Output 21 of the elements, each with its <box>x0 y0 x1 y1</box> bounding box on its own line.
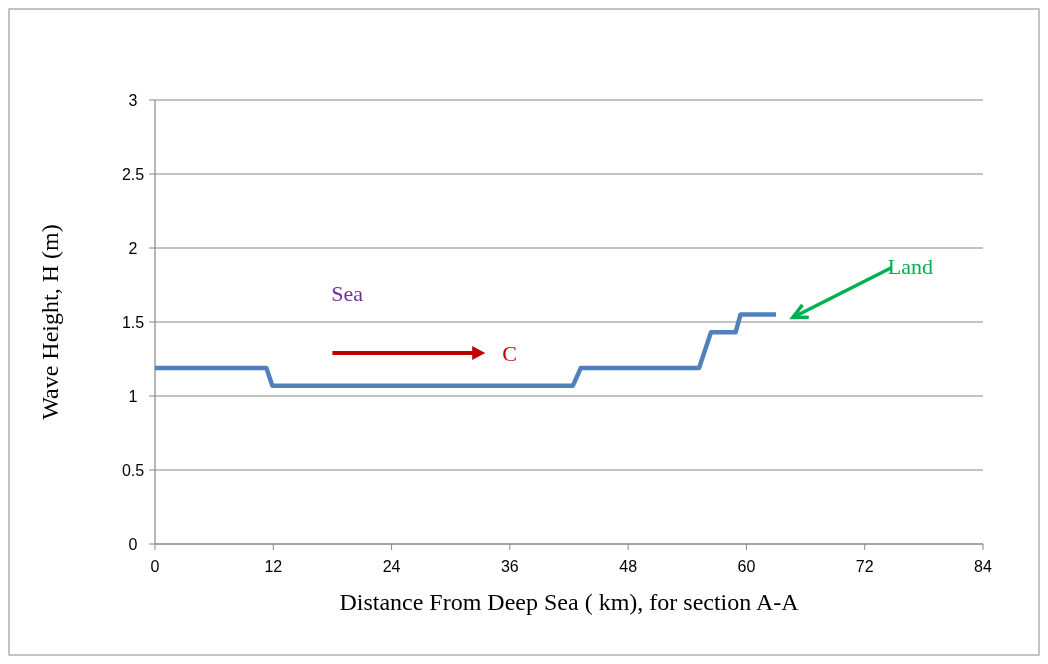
line-series <box>152 312 779 388</box>
x-tick-label: 60 <box>737 558 756 575</box>
annotation: C <box>502 341 517 367</box>
annotation: Land <box>887 253 933 279</box>
x-tick-label: 36 <box>500 558 519 575</box>
y-tick-label: 2.5 <box>121 166 145 183</box>
x-tick-label: 0 <box>150 558 160 575</box>
x-tick-label: 12 <box>264 558 283 575</box>
y-tick-label: 0.5 <box>121 462 145 479</box>
y-tick-label: 0 <box>128 536 138 553</box>
y-tick-label: 3 <box>128 92 138 109</box>
y-tick-label: 1.5 <box>121 314 145 331</box>
y-tick-label: 2 <box>128 240 138 257</box>
annotation: Sea <box>331 281 364 307</box>
x-tick-label: 24 <box>382 558 401 575</box>
x-tick-label: 72 <box>855 558 874 575</box>
x-tick-label: 84 <box>974 558 992 575</box>
x-axis-title: Distance From Deep Sea ( km), for section A-A <box>339 589 800 615</box>
x-tick-label: 48 <box>619 558 638 575</box>
y-axis-title: Wave Height, H (m) <box>37 224 63 420</box>
y-tick-label: 1 <box>128 388 138 405</box>
